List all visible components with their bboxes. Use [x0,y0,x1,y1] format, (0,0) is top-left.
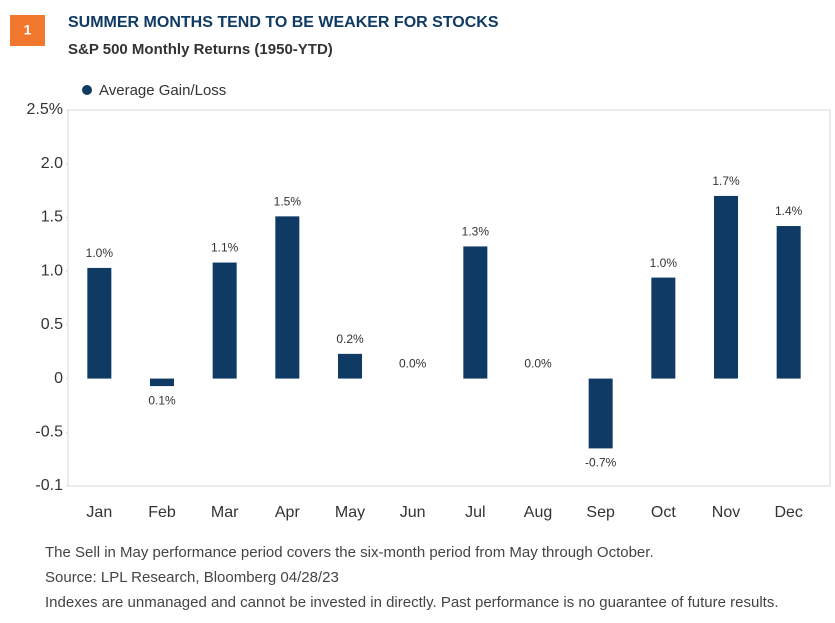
legend-marker [82,85,92,95]
data-label: 0.0% [399,357,427,371]
footnote: The Sell in May performance period cover… [45,544,654,561]
y-tick-label: 1.0 [41,262,63,279]
y-tick-label: 2.0 [41,155,63,172]
x-tick-label: Mar [211,504,239,521]
data-label: 1.7% [712,174,740,188]
y-tick-label: 0.5 [41,316,63,333]
data-label: 0.2% [336,332,364,346]
bar [212,262,237,379]
footnote: Indexes are unmanaged and cannot be inve… [45,594,779,611]
x-tick-label: Feb [148,504,176,521]
x-tick-label: Jul [465,504,485,521]
badge: 1 [24,22,32,38]
bar [776,226,801,379]
data-label: 1.4% [775,204,803,218]
plot-frame [67,109,831,487]
data-label: 1.1% [211,241,239,255]
footnote: Source: LPL Research, Bloomberg 04/28/23 [45,569,339,586]
bar [275,216,300,379]
data-label: 1.5% [274,195,302,209]
bar [150,378,174,387]
data-label: 1.0% [86,246,114,260]
x-tick-label: Dec [774,504,802,521]
y-tick-label: 1.5 [41,209,63,226]
bar [651,277,676,379]
y-tick-label: -0.1 [35,477,63,494]
bar [463,246,488,379]
bar [87,267,112,379]
x-tick-label: Jun [400,504,426,521]
bar [338,353,362,379]
legend-label: Average Gain/Loss [99,82,226,99]
x-tick-label: Oct [651,504,676,521]
data-label: 1.0% [650,256,678,270]
data-label: 1.3% [462,225,490,239]
y-tick-label: -0.5 [35,424,63,441]
bar [588,378,613,449]
x-tick-label: Sep [586,504,615,521]
chart-title: SUMMER MONTHS TEND TO BE WEAKER FOR STOC… [68,14,499,31]
x-tick-label: Jan [86,504,112,521]
chart-subtitle: S&P 500 Monthly Returns (1950-YTD) [68,41,333,58]
badge-box [10,15,45,46]
y-tick-label: 2.5% [27,101,63,118]
x-tick-label: Aug [524,504,552,521]
bar [714,195,738,379]
data-label: -0.7% [585,456,617,470]
x-tick-label: May [335,504,365,521]
x-tick-label: Nov [712,504,740,521]
data-label: 0.1% [148,393,176,407]
data-label: 0.0% [524,357,552,371]
x-tick-label: Apr [275,504,301,521]
y-tick-label: 0 [54,370,63,387]
